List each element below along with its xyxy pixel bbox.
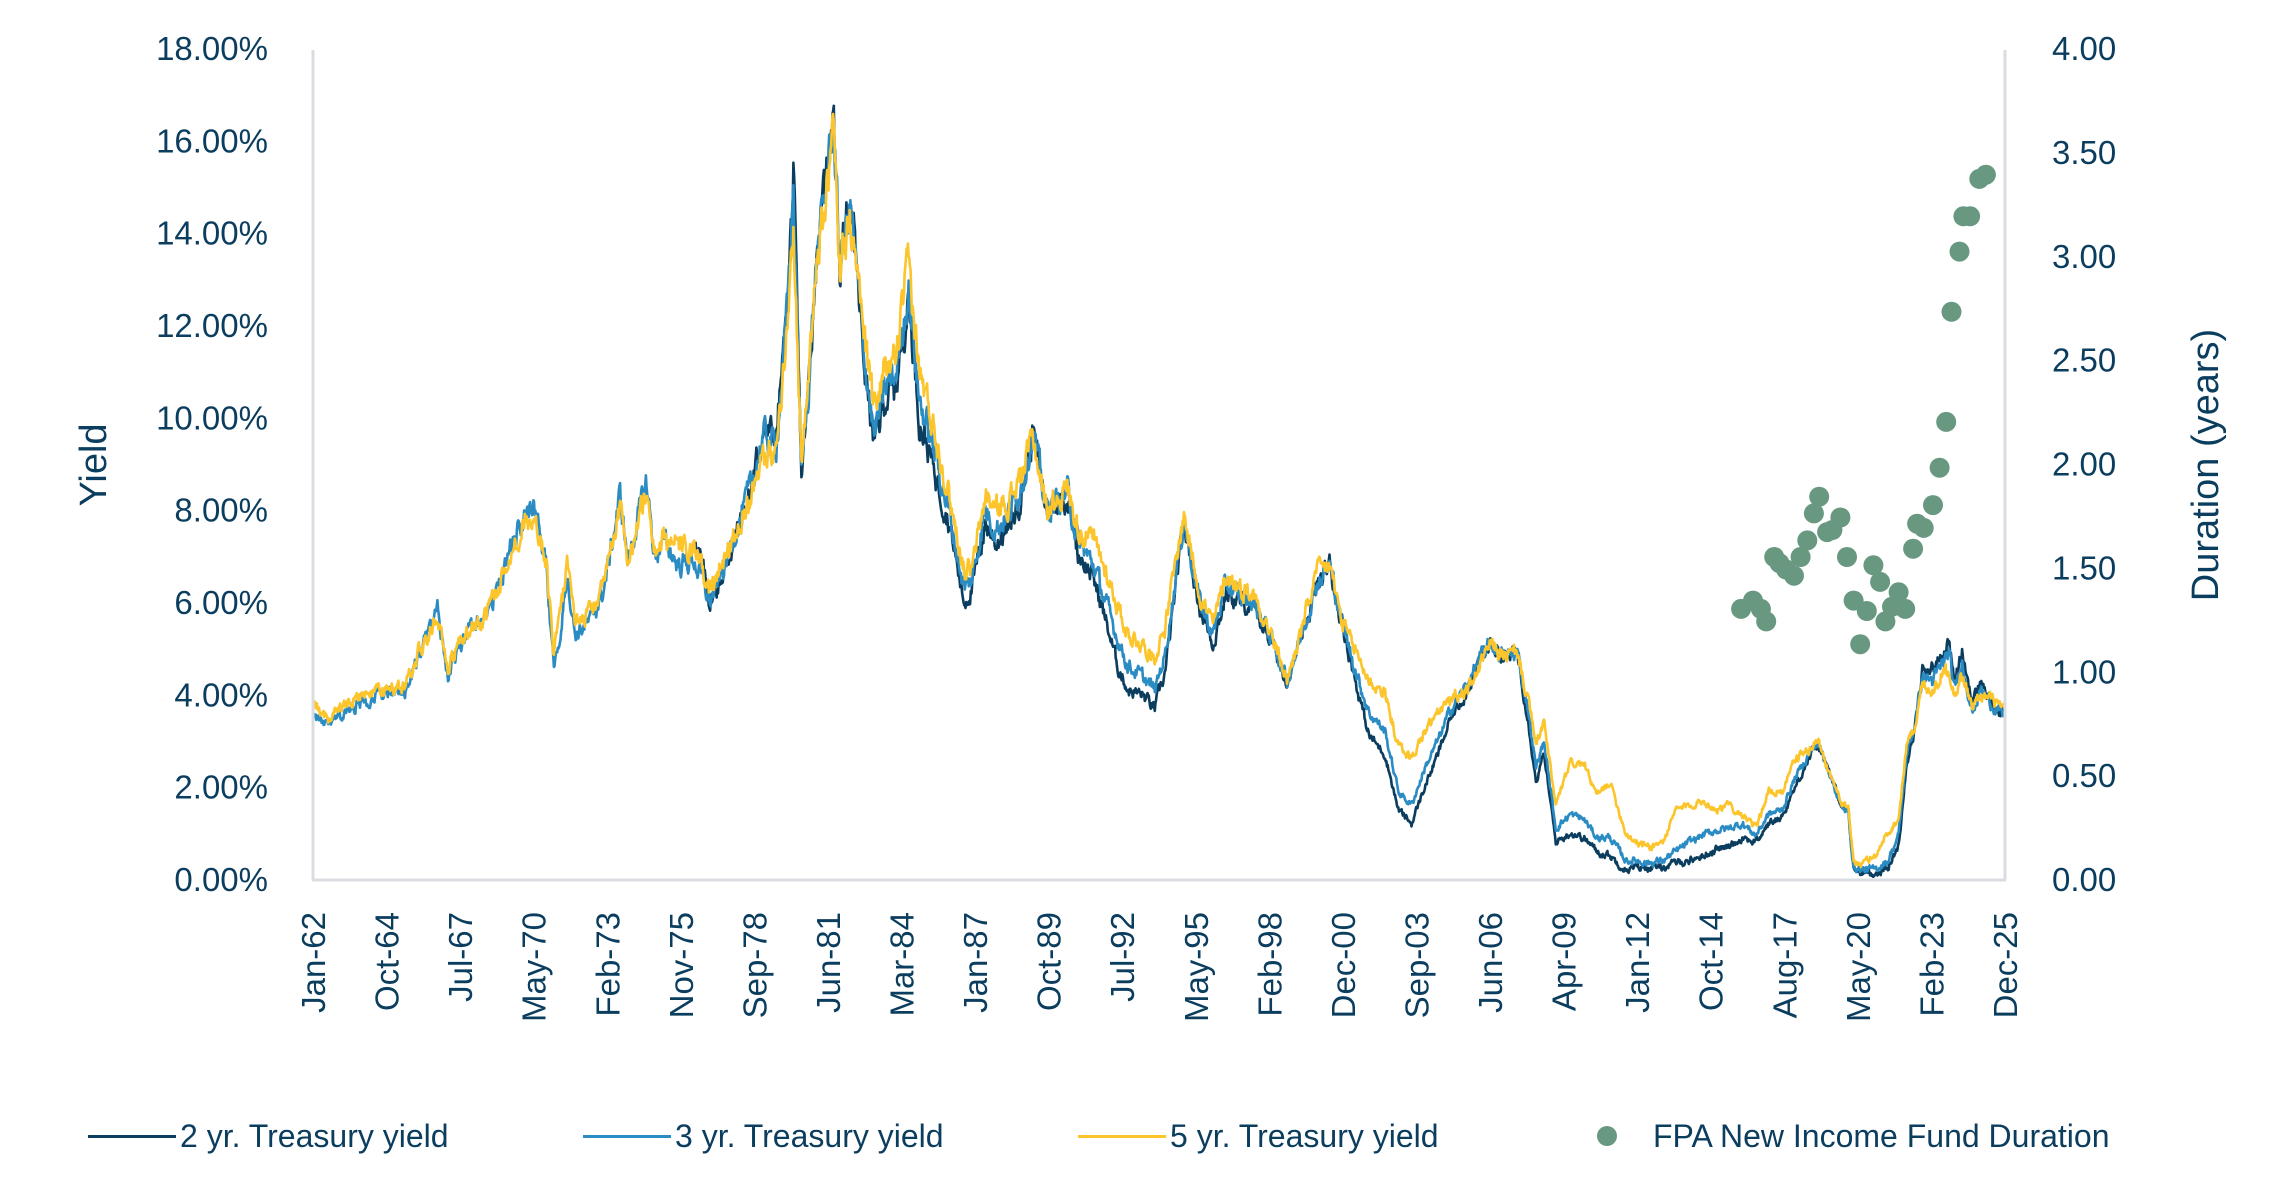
y-tick-label: 18.00% [156, 30, 268, 67]
x-tick-label: Jan-87 [957, 912, 994, 1013]
y-axis-title: Yield [73, 423, 115, 506]
duration-point [1913, 517, 1934, 538]
legend-label-2yr: 2 yr. Treasury yield [180, 1117, 449, 1154]
duration-point [1790, 547, 1811, 567]
x-tick-label: Oct-89 [1031, 912, 1068, 1011]
x-tick-label: Jan-12 [1619, 912, 1656, 1013]
duration-point [1949, 241, 1970, 262]
y2-tick-label: 0.00 [2052, 861, 2116, 898]
x-tick-label: Jun-81 [810, 912, 847, 1013]
duration-point [1903, 538, 1924, 559]
legend-item-duration: FPA New Income Fund Duration [1597, 1108, 2110, 1164]
x-tick-label: Feb-98 [1251, 912, 1288, 1017]
x-tick-label: Jul-67 [442, 912, 479, 1002]
duration-point [1936, 411, 1957, 432]
series-line-5yr [312, 112, 2007, 869]
duration-point [1929, 457, 1950, 478]
legend-item-3yr: 3 yr. Treasury yield [583, 1108, 944, 1164]
duration-point [1863, 555, 1884, 576]
legend-label-duration: FPA New Income Fund Duration [1653, 1117, 2110, 1154]
duration-point [1856, 601, 1877, 621]
y-tick-label: 2.00% [174, 769, 268, 806]
legend-label-5yr: 5 yr. Treasury yield [1170, 1117, 1439, 1154]
x-tick-label: May-70 [516, 912, 553, 1022]
series-line-3yr [311, 122, 2007, 874]
duration-point [1975, 164, 1996, 185]
legend-dot-duration [1597, 1126, 1617, 1146]
duration-point [1756, 611, 1777, 632]
y2-tick-label: 2.00 [2052, 446, 2116, 483]
y-tick-label: 8.00% [174, 492, 268, 529]
y-tick-label: 6.00% [174, 584, 268, 621]
x-tick-label: Sep-03 [1398, 912, 1435, 1018]
y-tick-label: 0.00% [174, 861, 268, 898]
y-tick-label: 14.00% [156, 215, 268, 252]
legend: 2 yr. Treasury yield 3 yr. Treasury yiel… [0, 1108, 2272, 1164]
y2-tick-label: 1.00 [2052, 653, 2116, 690]
y2-tick-label: 3.50 [2052, 134, 2116, 171]
duration-point [1895, 598, 1916, 619]
chart: 0.00% 2.00% 4.00% 6.00% 8.00% 10.00% 12.00% 14.… [73, 30, 2227, 1022]
series-line-2yr [694, 104, 2007, 879]
x-tick-label: Aug-17 [1766, 912, 1803, 1018]
plot-lines [311, 104, 2007, 879]
duration-point [1888, 582, 1909, 603]
duration-point [1941, 301, 1962, 322]
x-tick-label: Oct-64 [369, 912, 406, 1011]
x-tick-label: May-95 [1178, 912, 1215, 1022]
duration-point [1809, 486, 1830, 507]
x-tick-label: Dec-00 [1325, 912, 1362, 1018]
duration-point [1837, 547, 1857, 567]
y2-axis-ticks: 0.00 0.50 1.00 1.50 2.00 2.50 3.00 3.50 4.00 [2052, 30, 2116, 898]
y-tick-label: 12.00% [156, 307, 268, 344]
legend-line-5yr [1078, 1134, 1166, 1138]
x-tick-label: Dec-25 [1987, 912, 2024, 1018]
legend-item-5yr: 5 yr. Treasury yield [1078, 1108, 1439, 1164]
duration-point [1830, 507, 1851, 528]
y2-axis-title: Duration (years) [2185, 329, 2227, 601]
legend-line-3yr [583, 1134, 671, 1138]
x-tick-label: May-20 [1840, 912, 1877, 1022]
plot-points [1731, 164, 1996, 655]
x-tick-label: Nov-75 [663, 912, 700, 1018]
legend-item-2yr: 2 yr. Treasury yield [88, 1108, 449, 1164]
x-tick-label: Mar-84 [884, 912, 921, 1017]
x-tick-label: Apr-09 [1546, 912, 1583, 1011]
x-tick-label: Feb-23 [1913, 912, 1950, 1017]
y2-tick-label: 3.00 [2052, 238, 2116, 275]
duration-point [1803, 503, 1824, 524]
x-tick-label: Sep-78 [736, 912, 773, 1018]
x-tick-label: Oct-14 [1693, 912, 1730, 1011]
duration-point [1797, 530, 1818, 551]
y2-tick-label: 1.50 [2052, 549, 2116, 586]
x-axis-ticks: Jan-62 Oct-64 Jul-67 May-70 Feb-73 Nov-75 Sep-… [295, 912, 2024, 1022]
y-tick-label: 16.00% [156, 122, 268, 159]
legend-line-2yr [88, 1134, 176, 1138]
y-tick-label: 10.00% [156, 399, 268, 436]
y-tick-label: 4.00% [174, 676, 268, 713]
legend-label-3yr: 3 yr. Treasury yield [675, 1117, 944, 1154]
duration-point [1870, 571, 1891, 592]
y-axis-ticks: 0.00% 2.00% 4.00% 6.00% 8.00% 10.00% 12.00% 14.… [156, 30, 268, 898]
x-tick-label: Jan-62 [295, 912, 332, 1013]
duration-point [1923, 495, 1943, 516]
y2-tick-label: 0.50 [2052, 757, 2116, 794]
x-tick-label: Feb-73 [589, 912, 626, 1017]
duration-point [1850, 634, 1871, 655]
y2-tick-label: 2.50 [2052, 342, 2116, 379]
duration-point [1784, 565, 1804, 586]
duration-point [1960, 206, 1981, 227]
x-tick-label: Jul-92 [1104, 912, 1141, 1002]
x-tick-label: Jun-06 [1472, 912, 1509, 1013]
y2-tick-label: 4.00 [2052, 30, 2116, 67]
